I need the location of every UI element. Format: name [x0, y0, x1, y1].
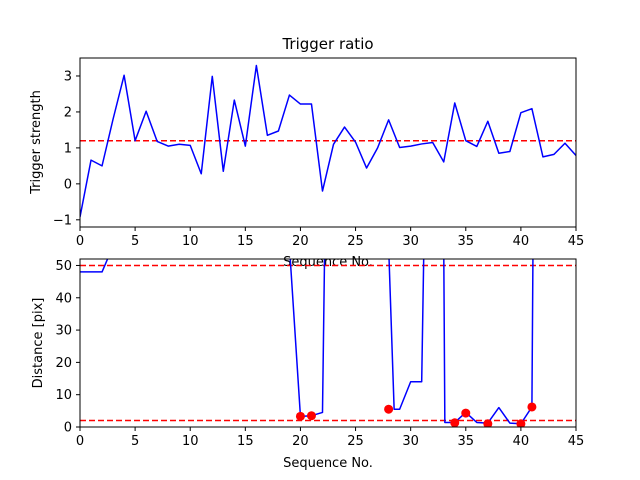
top-xtick-label: 20 — [292, 234, 309, 249]
top-xtick-label: 25 — [347, 234, 364, 249]
bottom-xtick-label: 5 — [131, 434, 139, 449]
bottom-ytick-label: 40 — [55, 291, 72, 306]
trigger-ratio-title: Trigger ratio — [281, 35, 373, 53]
bottom-ytick-label: 20 — [55, 356, 72, 371]
bottom-marker-point — [516, 419, 526, 427]
bottom-xtick-label: 40 — [513, 434, 530, 449]
bottom-axes-frame — [79, 258, 577, 428]
bottom-xtick-label: 45 — [568, 434, 585, 449]
top-ytick-label: 2 — [64, 105, 72, 120]
bottom-series-line — [80, 259, 534, 425]
bottom-marker-point — [306, 411, 316, 421]
bottom-xlabel: Sequence No. — [283, 456, 373, 471]
bottom-marker-point — [461, 408, 471, 418]
bottom-marker-point — [450, 418, 460, 427]
bottom-marker-point — [384, 404, 394, 414]
top-ytick-label: 3 — [64, 69, 72, 84]
bottom-ytick-label: 30 — [55, 324, 72, 339]
distance-plot: Distance [pix] Sequence No. 0 5 10 15 20 25 30… — [31, 258, 585, 471]
bottom-ytick-label: 50 — [55, 259, 72, 274]
bottom-xtick-label: 25 — [347, 434, 364, 449]
bottom-marker-point — [483, 419, 493, 427]
trigger-strength-ylabel: Trigger strength — [29, 90, 44, 195]
distance-ylabel: Distance [pix] — [31, 298, 46, 389]
top-xtick-label: 40 — [513, 234, 530, 249]
bottom-xtick-label: 20 — [292, 434, 309, 449]
top-xtick-label: 15 — [237, 234, 254, 249]
bottom-xtick-label: 0 — [76, 434, 84, 449]
top-series-line — [80, 64, 576, 218]
bottom-xtick-label: 10 — [182, 434, 199, 449]
top-ytick-label: 0 — [64, 177, 72, 192]
top-xtick-label: 45 — [568, 234, 585, 249]
top-xtick-label: 0 — [76, 234, 84, 249]
bottom-ytick-label: 10 — [55, 388, 72, 403]
top-axes-frame — [79, 57, 577, 228]
top-ytick-label: 1 — [64, 141, 72, 156]
bottom-xtick-label: 30 — [402, 434, 419, 449]
bottom-xtick-label: 15 — [237, 434, 254, 449]
trigger-ratio-plot: Trigger ratio Trigger strength Sequence … — [29, 35, 584, 270]
bottom-ytick-label: 0 — [64, 421, 72, 436]
top-xtick-label: 30 — [402, 234, 419, 249]
top-xtick-label: 35 — [458, 234, 475, 249]
top-ytick-label: −1 — [53, 213, 72, 228]
top-xlabel: Sequence No. — [283, 255, 373, 270]
top-xtick-label: 5 — [131, 234, 139, 249]
bottom-xtick-label: 35 — [458, 434, 475, 449]
top-xtick-label: 10 — [182, 234, 199, 249]
bottom-marker-point — [527, 402, 537, 412]
bottom-marker-point — [295, 411, 305, 421]
